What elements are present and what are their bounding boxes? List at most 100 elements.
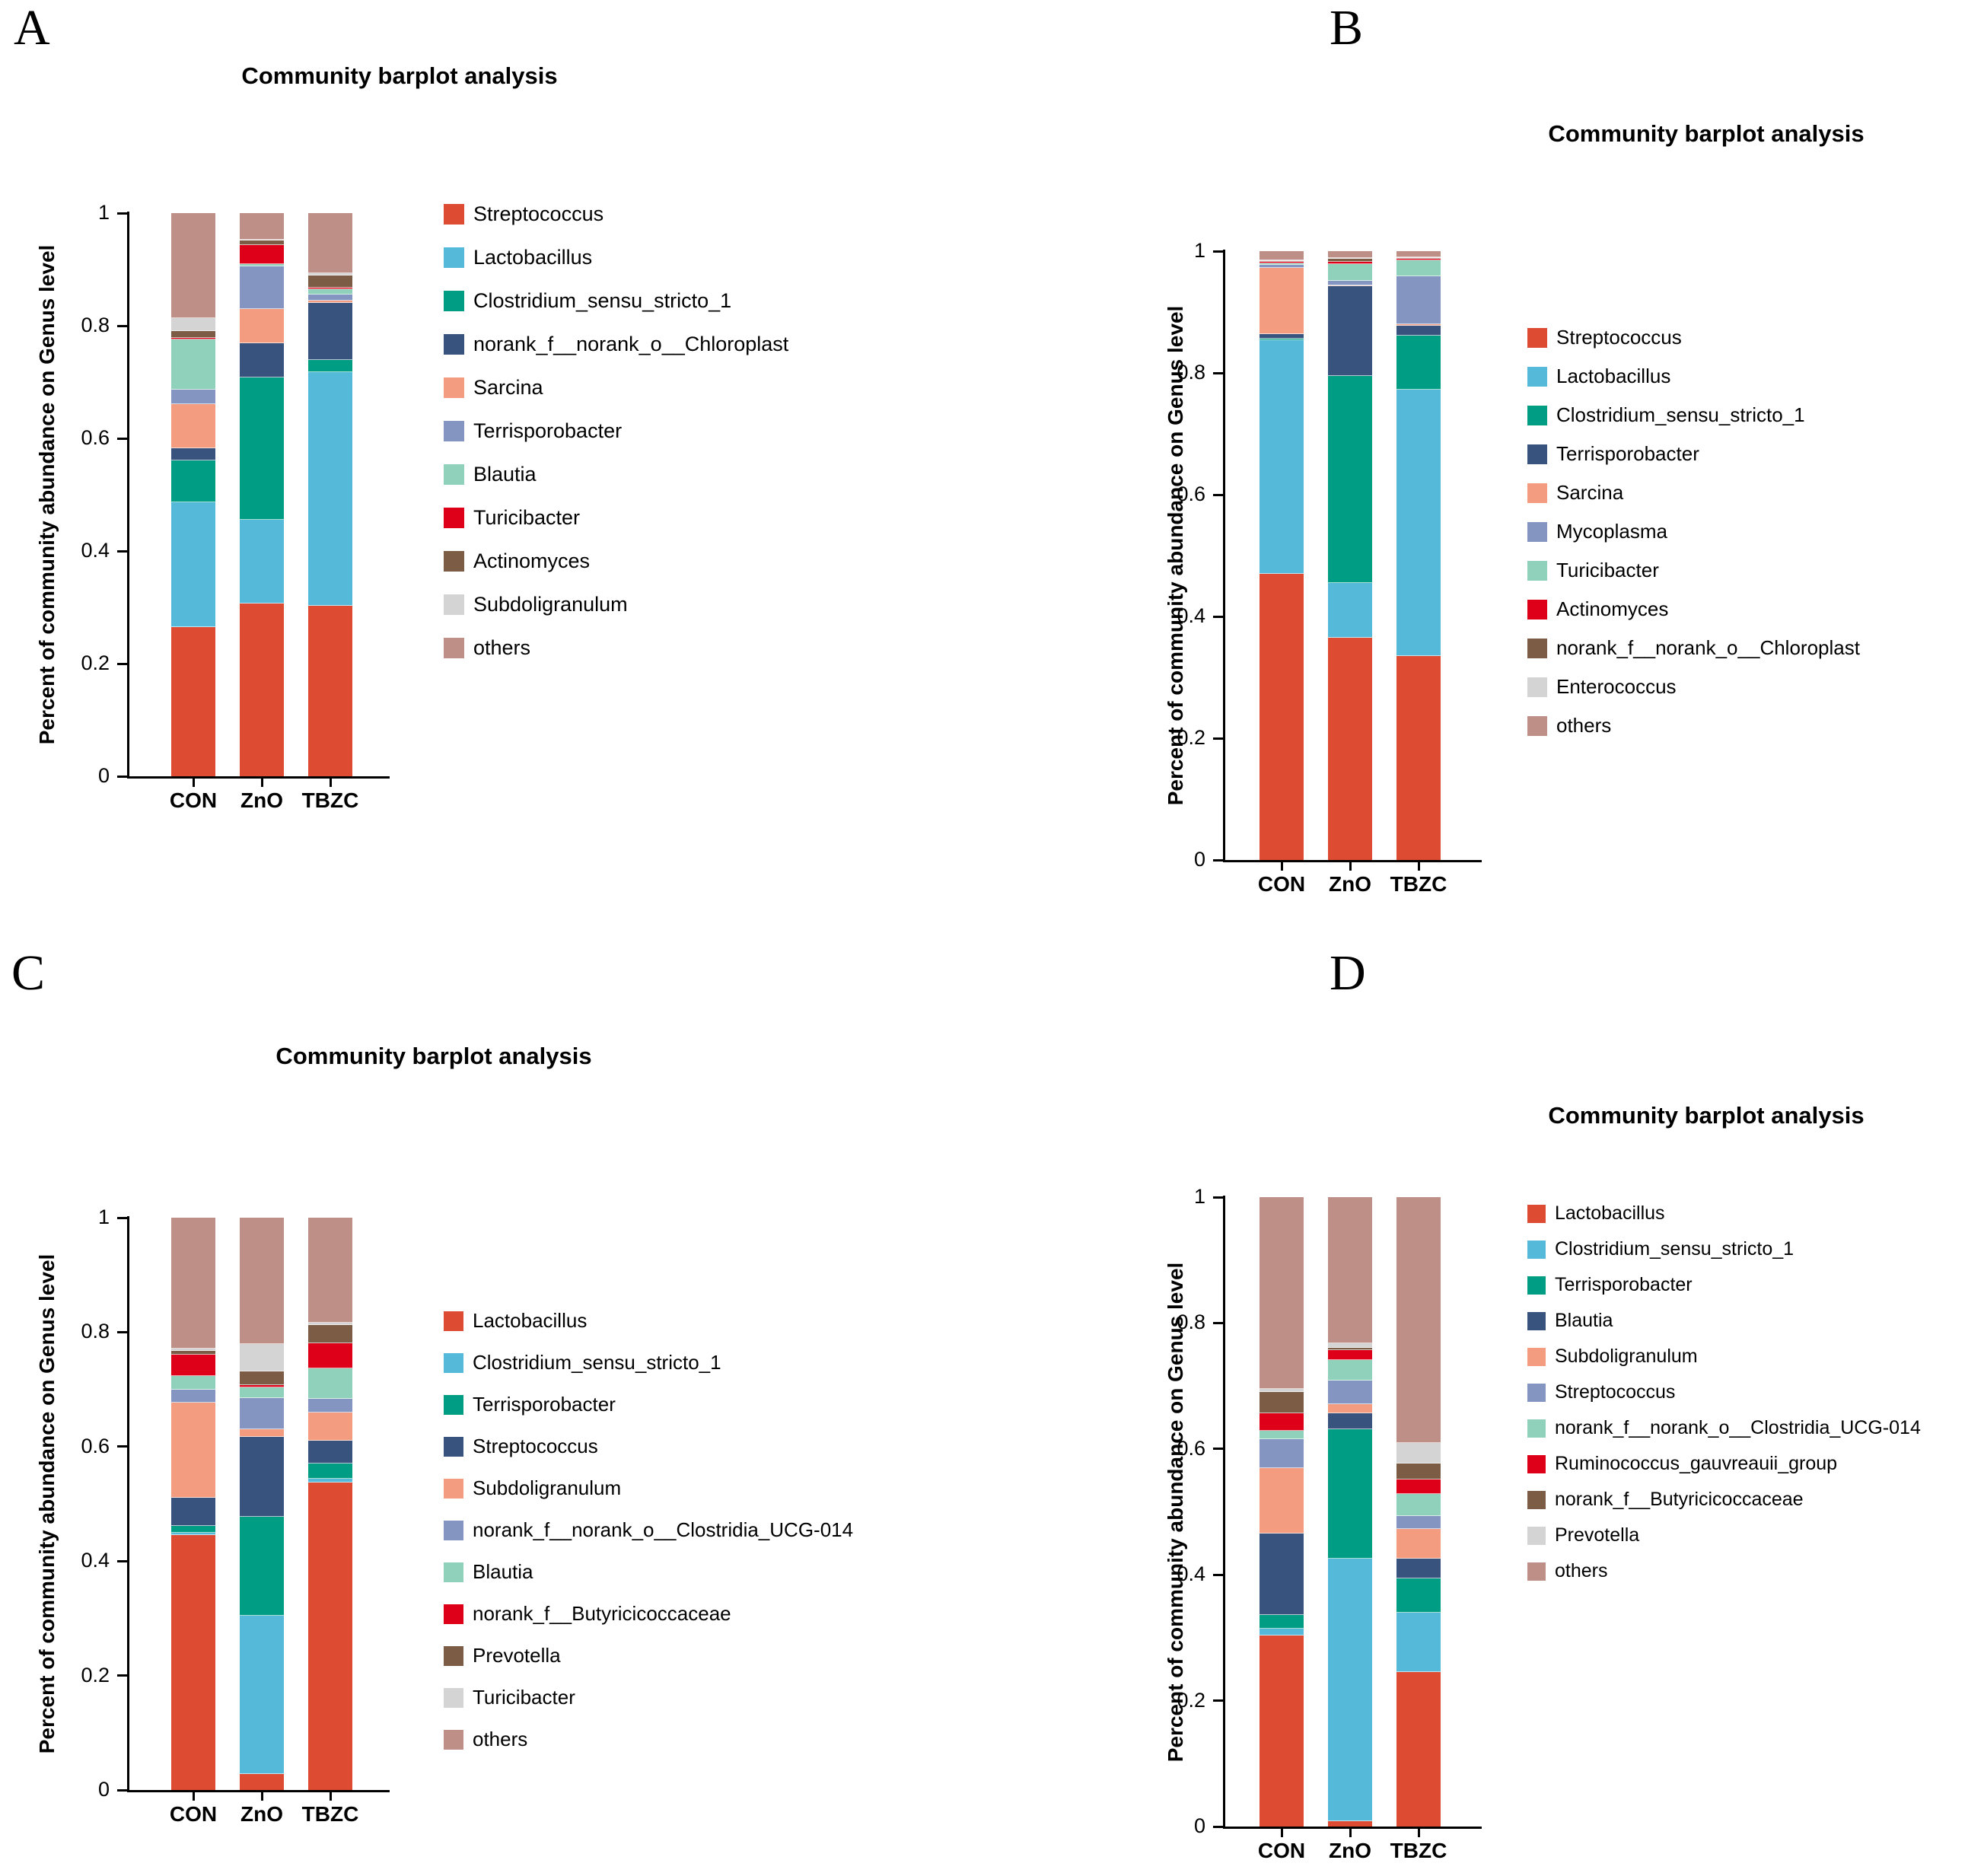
bar-segment-sarcina [171,403,215,449]
legend-label: Clostridium_sensu_stricto_1 [1555,1238,1795,1260]
legend-label: Subdoligranulum [473,593,628,616]
bar-segment-streptococcus [308,605,352,776]
bar-segment-streptococcus [171,1497,215,1526]
bar-segment-clostridium-sensu-stricto-1 [1396,1612,1441,1673]
legend-item: Ruminococcus_gauvreauii_group [1527,1453,1921,1475]
legend-label: Blautia [1555,1310,1613,1331]
stacked-bar-zno [240,213,284,776]
y-tick-mark [117,549,127,553]
x-tick-mark [192,1792,195,1801]
legend-item: Subdoligranulum [444,1476,853,1500]
bar-segment-subdoligranulum [308,1413,352,1441]
legend-item: Clostridium_sensu_stricto_1 [444,289,788,313]
x-tick-label: TBZC [1390,872,1447,896]
bar-segment-subdoligranulum [1396,1528,1441,1559]
legend-swatch-icon [444,464,464,485]
bar-segment-streptococcus [171,626,215,776]
bar-segment-clostridium-sensu-stricto-1 [1396,336,1441,390]
chart-title: Community barplot analysis [241,62,558,89]
legend-item: Sarcina [444,376,788,400]
bar-segment-terrisporobacter [1328,286,1372,376]
x-tick-label: ZnO [240,1802,283,1826]
bar-segment-terrisporobacter [171,389,215,404]
bar-segment-lactobacillus [240,519,284,604]
y-axis-line [1223,1196,1225,1828]
legend-swatch-icon [444,638,464,658]
bar-segment-enterococcus [1260,260,1304,261]
bar-segment-lactobacillus [1396,1672,1441,1827]
legend-item: Prevotella [1527,1524,1921,1546]
plot-area: 1 0.8 0.6 0.4 0.2 0 CON ZnO TBZC [0,936,989,1876]
bar-segment-blautia [1328,1413,1372,1430]
bar-segment-lactobacillus [1260,1635,1304,1827]
chart-title: Community barplot analysis [275,1043,592,1069]
x-tick-mark [1280,862,1283,871]
bar-segment-terrisporobacter [1260,1615,1304,1629]
legend-item: Blautia [444,463,788,486]
legend-swatch-icon [444,204,464,225]
bar-segment-ruminococcus-gauvreauii-group [1396,1479,1441,1494]
legend-swatch-icon [444,421,464,441]
legend-label: norank_f__Butyricicoccaceae [1555,1489,1804,1510]
x-tick-label: ZnO [1329,1839,1371,1862]
y-axis-line [1223,250,1225,862]
legend-item: others [444,1728,853,1751]
legend-label: Actinomyces [473,549,591,572]
y-tick-label: 1 [1193,1185,1205,1208]
bar-segment-prevotella [240,1371,284,1385]
legend-swatch-icon [1527,1276,1546,1295]
y-tick-mark [117,1788,127,1792]
y-tick-mark [1213,493,1223,496]
legend-label: Clostridium_sensu_stricto_1 [1556,403,1805,426]
bar-segment-norank-f-butyricicoccaceae [308,1343,352,1368]
bar-segment-norank-f-norank-o-clostridia-ucg-014 [308,1398,352,1413]
legend-label: norank_f__norank_o__Chloroplast [473,333,789,355]
legend-label: norank_f__norank_o__Chloroplast [1556,636,1860,659]
bar-segment-norank-f-norank-o-chloroplast [308,302,352,361]
bar-segment-turicibacter [1328,263,1372,282]
stacked-bar-con [171,213,215,776]
legend-swatch-icon [444,594,464,615]
legend-label: Enterococcus [1556,675,1677,698]
bar-segment-clostridium-sensu-stricto-1 [171,460,215,502]
legend-label: Subdoligranulum [473,1476,622,1499]
x-tick-label: TBZC [301,1802,359,1826]
bar-segment-terrisporobacter [1260,333,1304,339]
panel-letter: B [1330,0,1364,56]
bar-segment-turicibacter [240,1344,284,1371]
legend-swatch-icon [1527,444,1547,464]
legend-swatch-icon [444,1562,463,1582]
y-axis-line [127,212,129,778]
x-tick-mark [1417,1829,1420,1837]
legend-item: norank_f__Butyricicoccaceae [1527,1489,1921,1511]
y-axis-line [127,1216,129,1792]
y-tick-mark [117,1674,127,1677]
legend-item: Lactobacillus [444,246,788,269]
legend-label: Mycoplasma [1556,520,1667,543]
legend-swatch-icon [1527,1311,1546,1330]
x-tick-mark [1349,862,1352,871]
legend-item: Actinomyces [444,549,788,573]
bar-segment-mycoplasma [1260,264,1304,269]
stacked-bar-con [1260,1197,1304,1827]
y-tick-label: 0.6 [1177,1436,1205,1460]
bar-segment-turicibacter [1260,263,1304,265]
bar-segment-norank-f-norank-o-chloroplast [171,448,215,460]
bar-segment-blautia [240,1387,284,1398]
bar-segment-actinomyces [1328,261,1372,264]
y-tick-mark [1213,1825,1223,1828]
bar-segment-terrisporobacter [171,1525,215,1533]
y-tick-label: 0.8 [1177,1311,1205,1334]
plot-area: 1 0.8 0.6 0.4 0.2 0 CON ZnO TBZC [995,936,1984,1876]
plot-area: 1 0.8 0.6 0.4 0.2 0 CON ZnO TBZC [995,0,1984,940]
bar-segment-clostridium-sensu-stricto-1 [1328,1558,1372,1822]
bar-segment-lactobacillus [1260,339,1304,574]
bar-segment-blautia [308,288,352,295]
legend-item: Streptococcus [1527,1381,1921,1403]
legend-item: Mycoplasma [1527,520,1860,543]
legend-item: Terrisporobacter [444,1393,853,1416]
bar-segment-others [1260,250,1304,260]
panel-letter: D [1330,945,1366,1001]
bar-segment-terrisporobacter [308,1463,352,1479]
legend-swatch-icon [1527,1490,1546,1509]
